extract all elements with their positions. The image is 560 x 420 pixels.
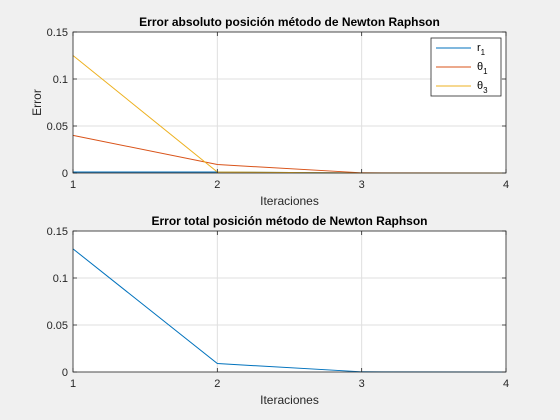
- chart-title: Error absoluto posición método de Newton…: [139, 15, 440, 29]
- legend-entry-name: θ: [477, 61, 483, 73]
- y-tick-label: 0: [62, 168, 68, 180]
- x-tick-label: 2: [214, 378, 220, 390]
- axes-box: [72, 230, 507, 373]
- legend-entry-subscript: 1: [481, 48, 486, 57]
- y-tick-label: 0.1: [53, 273, 68, 285]
- y-tick-label: 0.1: [53, 74, 68, 86]
- legend-entry-0: r1: [477, 42, 486, 57]
- y-tick-label: 0.15: [47, 226, 68, 238]
- legend-entry-name: θ: [477, 80, 483, 92]
- plot-area: [73, 231, 506, 372]
- x-axis-label: Iteraciones: [260, 194, 319, 208]
- x-tick-label: 1: [70, 378, 76, 390]
- y-tick-label: 0.15: [47, 27, 68, 39]
- legend-entry-name: r: [477, 42, 481, 54]
- x-tick-label: 3: [359, 378, 365, 390]
- legend-entry-subscript: 3: [483, 86, 488, 95]
- y-tick-label: 0: [62, 367, 68, 379]
- x-tick-label: 1: [70, 179, 76, 191]
- axes-box: [72, 31, 507, 174]
- y-axis-label: Error: [30, 89, 44, 116]
- legend-entry-subscript: 1: [483, 67, 488, 76]
- y-tick-label: 0.05: [47, 320, 68, 332]
- x-tick-label: 4: [503, 179, 509, 191]
- plot-absolute-error: 1 2 3 4 0 0.05 0.1 0.15 Error absoluto posición …: [30, 15, 509, 208]
- plot-total-error: 1 2 3 4 0 0.05 0.1 0.15 Error total posición mét…: [47, 214, 509, 407]
- x-tick-label: 3: [359, 179, 365, 191]
- x-tick-label: 4: [503, 378, 509, 390]
- x-tick-label: 2: [214, 179, 220, 191]
- legend-entry-2: θ3: [477, 80, 488, 95]
- y-tick-label: 0.05: [47, 121, 68, 133]
- x-axis-label: Iteraciones: [260, 393, 319, 407]
- legend-entry-1: θ1: [477, 61, 488, 76]
- chart-title: Error total posición método de Newton Ra…: [151, 214, 427, 228]
